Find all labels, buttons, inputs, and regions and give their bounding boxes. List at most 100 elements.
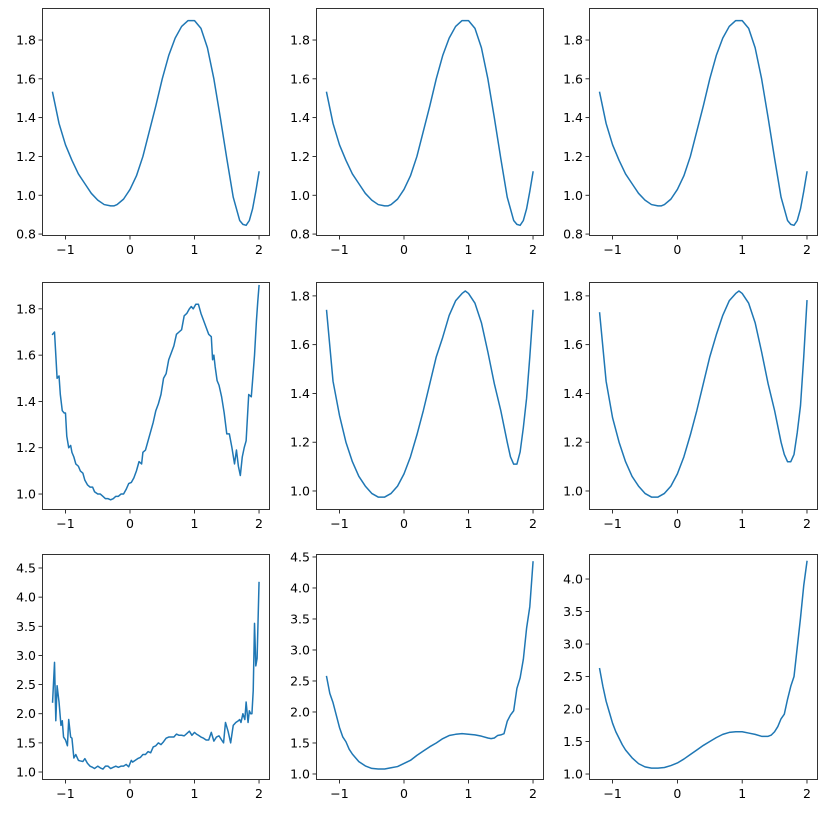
y-tick-label: 1.8: [16, 301, 36, 316]
y-tick-label: 1.6: [563, 71, 583, 86]
subplot-r1-c2: −1 0 1 2 1.0 1.2 1.4 1.6 1.8: [563, 282, 818, 531]
y-tick-label: 1.0: [563, 767, 583, 782]
x-tick-label: 0: [126, 786, 134, 801]
y-tick-label: 1.0: [290, 766, 310, 781]
y-tick-label: 1.6: [16, 348, 36, 363]
y-tick-label: 1.4: [16, 110, 36, 125]
y-tick-label: 1.8: [290, 33, 310, 48]
axes-frame: [42, 282, 270, 510]
x-tick-label: 1: [738, 242, 746, 257]
x-tick-label: 2: [803, 242, 811, 257]
x-tick-label: −1: [56, 242, 74, 257]
y-tick-label: 2.0: [16, 706, 36, 721]
data-line: [325, 19, 534, 227]
axes-frame: [589, 282, 818, 510]
y-tick-label: 1.6: [563, 337, 583, 352]
y-tick-label: 4.0: [16, 590, 36, 605]
y-tick-label: 1.0: [16, 765, 36, 780]
y-tick-label: 1.6: [290, 337, 310, 352]
y-tick-label: 3.5: [16, 619, 36, 634]
y-tick-label: 1.2: [563, 149, 583, 164]
x-tick-label: 1: [191, 242, 199, 257]
y-tick-label: 1.2: [290, 435, 310, 450]
y-tick-label: 4.5: [290, 549, 310, 564]
y-tick-label: 1.5: [16, 735, 36, 750]
x-tick-label: 0: [673, 786, 681, 801]
x-tick-label: −1: [56, 516, 74, 531]
y-tick-label: 1.0: [16, 188, 36, 203]
y-tick-label: 1.5: [290, 735, 310, 750]
y-tick-label: 1.8: [16, 33, 36, 48]
data-line: [325, 290, 534, 498]
y-tick-label: 1.0: [563, 188, 583, 203]
subplot-r2-c1: −1 0 1 2 1.0 1.5 2.0 2.5 3.0 3.5 4.0 4.5: [290, 549, 544, 801]
axes-frame: [316, 282, 544, 510]
x-tick-label: 2: [803, 786, 811, 801]
data-line: [598, 560, 808, 769]
y-tick-label: 3.0: [16, 648, 36, 663]
x-tick-label: 0: [673, 516, 681, 531]
y-tick-label: 1.0: [16, 487, 36, 502]
y-tick-label: 1.4: [563, 386, 583, 401]
x-tick-label: 2: [255, 786, 263, 801]
y-tick-label: 1.4: [290, 386, 310, 401]
data-line: [325, 561, 534, 770]
y-tick-label: 1.0: [290, 483, 310, 498]
x-tick-label: 2: [529, 242, 537, 257]
subplot-r0-c0: −1 0 1 2 0.8 1.0 1.2 1.4 1.6 1.8: [16, 8, 270, 257]
x-tick-label: −1: [330, 516, 348, 531]
x-tick-label: −1: [330, 242, 348, 257]
x-tick-label: 1: [465, 786, 473, 801]
y-tick-label: 2.5: [16, 677, 36, 692]
x-tick-label: 2: [255, 516, 263, 531]
y-tick-label: 3.5: [563, 604, 583, 619]
x-tick-label: −1: [56, 786, 74, 801]
x-tick-label: −1: [603, 242, 621, 257]
x-tick-label: −1: [603, 786, 621, 801]
x-tick-label: 2: [529, 516, 537, 531]
y-tick-label: 2.5: [290, 673, 310, 688]
y-tick-label: 0.8: [16, 227, 36, 242]
y-tick-label: 1.4: [290, 110, 310, 125]
x-tick-label: 2: [803, 516, 811, 531]
x-tick-label: 0: [400, 242, 408, 257]
x-tick-label: 2: [529, 786, 537, 801]
y-tick-label: 1.5: [563, 734, 583, 749]
axes-frame: [316, 554, 544, 780]
y-tick-label: 1.8: [563, 33, 583, 48]
y-tick-label: 4.0: [563, 572, 583, 587]
subplot-r0-c2: −1 0 1 2 0.8 1.0 1.2 1.4 1.6 1.8: [563, 8, 818, 257]
y-tick-label: 4.5: [16, 560, 36, 575]
x-tick-label: 1: [191, 786, 199, 801]
subplot-r2-c2: −1 0 1 2 1.0 1.5 2.0 2.5 3.0 3.5 4.0: [563, 554, 818, 801]
y-tick-label: 2.0: [563, 702, 583, 717]
y-tick-label: 1.6: [290, 71, 310, 86]
subplot-r2-c0: −1 0 1 2 1.0 1.5 2.0 2.5 3.0 3.5 4.0 4.5: [16, 554, 270, 801]
y-tick-label: 1.2: [563, 435, 583, 450]
x-tick-label: 1: [738, 516, 746, 531]
y-tick-label: 3.5: [290, 611, 310, 626]
x-tick-label: 0: [400, 786, 408, 801]
y-tick-label: 1.0: [290, 188, 310, 203]
y-tick-label: 0.8: [563, 227, 583, 242]
axes-frame: [42, 8, 270, 236]
y-tick-label: 2.0: [290, 704, 310, 719]
axes-frame: [42, 554, 270, 780]
x-tick-label: −1: [603, 516, 621, 531]
x-tick-label: 0: [400, 516, 408, 531]
y-tick-label: 1.2: [290, 149, 310, 164]
data-line: [598, 290, 808, 498]
y-tick-label: 1.4: [563, 110, 583, 125]
x-tick-label: 1: [465, 242, 473, 257]
x-tick-label: 0: [673, 242, 681, 257]
y-tick-label: 4.0: [290, 580, 310, 595]
axes-frame: [589, 8, 818, 236]
y-tick-label: 1.2: [16, 440, 36, 455]
x-tick-label: −1: [330, 786, 348, 801]
x-tick-label: 1: [738, 786, 746, 801]
y-tick-label: 1.4: [16, 394, 36, 409]
y-tick-label: 0.8: [290, 227, 310, 242]
y-tick-label: 1.8: [290, 288, 310, 303]
subplot-r0-c1: −1 0 1 2 0.8 1.0 1.2 1.4 1.6 1.8: [290, 8, 544, 257]
